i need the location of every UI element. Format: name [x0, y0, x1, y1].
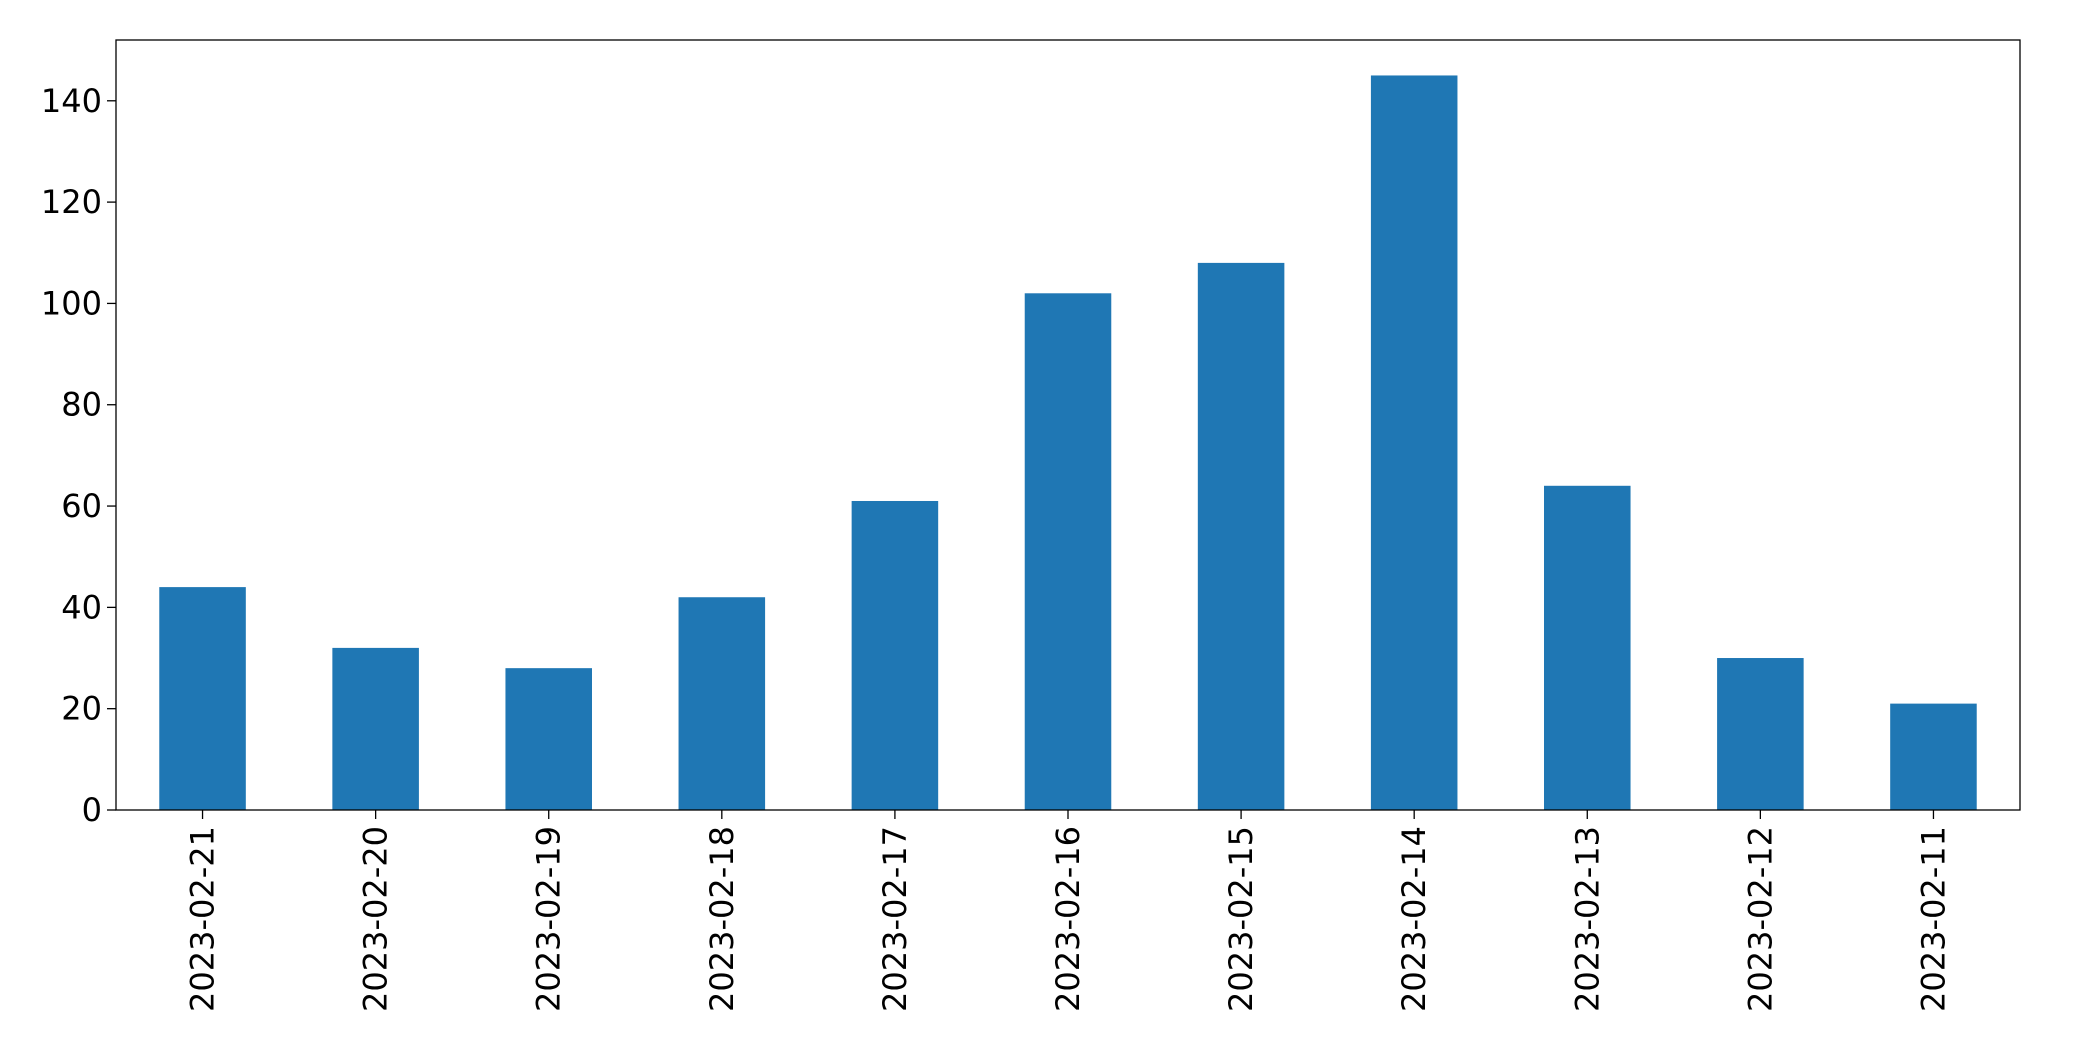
y-tick-label: 20	[61, 690, 102, 728]
x-tick-label: 2023-02-15	[1222, 826, 1260, 1012]
bar-2023-02-12	[1717, 658, 1804, 810]
y-tick-label: 0	[82, 791, 102, 829]
plot-frame	[115, 39, 2021, 811]
x-tick-label: 2023-02-13	[1568, 826, 1606, 1012]
bar-2023-02-21	[159, 587, 246, 810]
x-tick-label: 2023-02-18	[703, 826, 741, 1012]
bar-2023-02-15	[1197, 262, 1285, 810]
bar-2023-02-13	[1544, 485, 1631, 810]
y-tick-label: 40	[61, 588, 102, 626]
bar-2023-02-19	[505, 668, 592, 810]
bar-2023-02-11	[1890, 703, 1977, 810]
y-tick-label: 80	[61, 386, 102, 424]
x-tick-label: 2023-02-12	[1741, 826, 1779, 1012]
x-tick-label: 2023-02-16	[1049, 826, 1087, 1012]
x-tick-label: 2023-02-20	[357, 826, 395, 1012]
x-axis: 2023-02-21 2023-02-20 2023-02-19 2023-02-18…	[184, 810, 1952, 1012]
x-tick-label: 2023-02-11	[1914, 826, 1952, 1012]
bar-2023-02-16	[1024, 293, 1112, 811]
y-tick-label: 100	[41, 284, 102, 322]
x-tick-label: 2023-02-21	[184, 826, 222, 1012]
y-tick-label: 140	[41, 82, 102, 120]
x-tick-label: 2023-02-19	[530, 826, 568, 1012]
y-tick-label: 60	[61, 487, 102, 525]
bar-2023-02-17	[851, 500, 939, 810]
x-tick-label: 2023-02-17	[876, 826, 914, 1012]
bars-group	[159, 75, 1977, 811]
bar-2023-02-20	[332, 647, 419, 810]
y-tick-label: 120	[41, 183, 102, 221]
x-tick-label: 2023-02-14	[1395, 826, 1433, 1012]
y-axis: 0 20 40 60 80 100 120 140	[41, 82, 116, 829]
bar-2023-02-18	[678, 597, 766, 810]
bar-2023-02-14	[1370, 75, 1458, 811]
